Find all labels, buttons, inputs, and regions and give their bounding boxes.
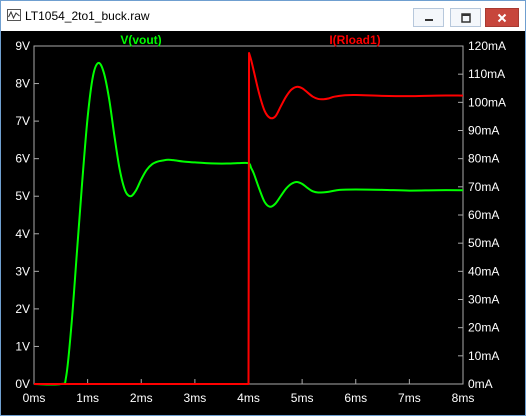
y-left-tick-label: 8V bbox=[15, 77, 30, 91]
y-left-tick-label: 0V bbox=[15, 377, 30, 391]
series-iload-line bbox=[34, 52, 464, 385]
y-right-tick-label: 20mA bbox=[468, 321, 499, 335]
legend-vout[interactable]: V(vout) bbox=[120, 33, 161, 47]
x-tick-label: 2ms bbox=[130, 391, 153, 405]
minimize-button[interactable] bbox=[413, 8, 444, 27]
legend-iload[interactable]: I(Rload1) bbox=[329, 33, 380, 47]
minimize-icon bbox=[424, 18, 433, 21]
series-vout-line bbox=[33, 61, 464, 386]
y-left-tick-label: 7V bbox=[15, 114, 30, 128]
y-right-tick-label: 30mA bbox=[468, 293, 499, 307]
y-right-tick-label: 120mA bbox=[468, 39, 506, 53]
y-left-tick-label: 3V bbox=[15, 264, 30, 278]
y-left-tick-label: 6V bbox=[15, 152, 30, 166]
y-right-tick-label: 80mA bbox=[468, 152, 499, 166]
y-right-tick-label: 40mA bbox=[468, 264, 499, 278]
y-right-tick-label: 0mA bbox=[468, 377, 493, 391]
x-tick-label: 7ms bbox=[398, 391, 421, 405]
plot-area[interactable]: 0ms 1ms 2ms 3ms 4ms 5ms 6ms 7ms 8ms 0V 1V 2V 3V 4V 5V 6… bbox=[1, 31, 525, 415]
y-left-tick-label: 1V bbox=[15, 339, 30, 353]
y-left-tick-label: 2V bbox=[15, 302, 30, 316]
title-bar[interactable]: LT1054_2to1_buck.raw bbox=[1, 1, 525, 31]
maximize-button[interactable] bbox=[450, 8, 481, 27]
x-tick-label: 3ms bbox=[184, 391, 207, 405]
y-right-tick-label: 70mA bbox=[468, 180, 499, 194]
close-button[interactable] bbox=[485, 8, 519, 27]
close-icon bbox=[497, 13, 507, 22]
y-right-tick-label: 50mA bbox=[468, 236, 499, 250]
x-tick-label: 1ms bbox=[76, 391, 99, 405]
y-right-tick-label: 60mA bbox=[468, 208, 499, 222]
y-right-tick-label: 10mA bbox=[468, 349, 499, 363]
x-tick-label: 4ms bbox=[237, 391, 260, 405]
y-left-tick-label: 9V bbox=[15, 39, 30, 53]
x-tick-label: 6ms bbox=[344, 391, 367, 405]
maximize-icon bbox=[460, 12, 471, 23]
x-tick-label: 0ms bbox=[23, 391, 46, 405]
x-tick-label: 5ms bbox=[291, 391, 314, 405]
waveform-icon bbox=[7, 9, 21, 21]
waveform-chart[interactable]: 0ms 1ms 2ms 3ms 4ms 5ms 6ms 7ms 8ms 0V 1V 2V 3V 4V 5V 6… bbox=[1, 31, 525, 415]
x-tick-label: 8ms bbox=[452, 391, 475, 405]
y-left-tick-label: 4V bbox=[15, 227, 30, 241]
y-right-tick-label: 100mA bbox=[468, 95, 506, 109]
y-right-tick-label: 90mA bbox=[468, 124, 499, 138]
y-right-tick-label: 110mA bbox=[468, 67, 505, 81]
y-left-tick-label: 5V bbox=[15, 189, 30, 203]
window-title: LT1054_2to1_buck.raw bbox=[25, 9, 150, 23]
